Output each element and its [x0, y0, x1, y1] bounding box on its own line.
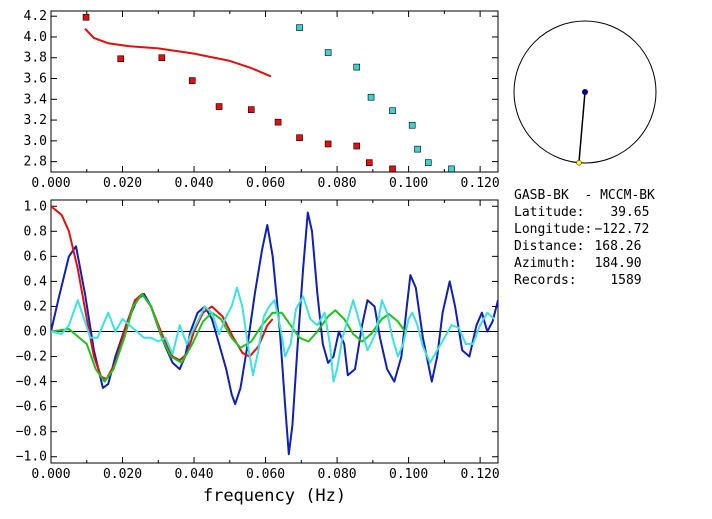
y-tick-label: −0.6 — [16, 400, 47, 415]
x-tick-label: 0.020 — [103, 176, 142, 191]
x-tick-label: 0.040 — [174, 176, 213, 191]
series-line — [51, 211, 498, 456]
dispersion-chart: 0.000 0.020 0.040 0.060 0.080 0.100 0.120 2.8 3.… — [24, 9, 500, 191]
station-pair: GASB-BK - MCCM-BK — [514, 188, 655, 203]
records-label: Records: — [514, 273, 577, 288]
data-point — [324, 49, 332, 56]
y-tick-label: −0.2 — [16, 350, 47, 365]
x-tick-label: 0.080 — [318, 467, 357, 482]
distance-label: Distance: — [514, 239, 585, 254]
y-tick-label: 3.4 — [24, 92, 48, 107]
latitude-label: Latitude: — [514, 205, 585, 220]
y-tick-label: 4.2 — [24, 9, 47, 24]
x-tick-label: 0.000 — [31, 176, 70, 191]
y-tick-label: 3.0 — [24, 134, 47, 149]
y-tick-label: −1.0 — [16, 450, 47, 465]
y-tick-label: 2.8 — [24, 155, 47, 170]
data-point — [408, 121, 416, 129]
info-panel: GASB-BK - MCCM-BK Latitude: 39.65 Longitude… — [514, 187, 655, 289]
azimuth-label: Azimuth: — [514, 256, 577, 271]
data-point — [158, 54, 166, 62]
x-tick-label: 0.080 — [318, 176, 357, 191]
map-circle — [513, 20, 657, 164]
azimuth-value: 184.90 — [594, 256, 642, 271]
series-line — [51, 286, 496, 383]
azimuth-row: Azimuth: 184.90 — [514, 255, 655, 272]
data-point — [365, 159, 373, 166]
series-line — [84, 28, 272, 78]
latitude-value: 39.65 — [610, 205, 650, 220]
data-point — [296, 134, 303, 142]
data-point — [414, 145, 421, 153]
y-tick-label: 3.8 — [24, 51, 47, 66]
records-row: Records: 1589 — [514, 272, 655, 289]
data-point — [117, 55, 125, 63]
y-tick-label: −0.4 — [16, 375, 47, 390]
x-tick-label: 0.100 — [389, 467, 428, 482]
y-tick-label: −0.8 — [16, 425, 47, 440]
x-tick-label: 0.020 — [103, 467, 142, 482]
distance-row: Distance: 168.26 — [514, 238, 655, 255]
data-point — [215, 103, 223, 110]
series-group — [82, 13, 455, 172]
series-line — [51, 292, 406, 383]
data-point — [389, 165, 396, 172]
x-axis-label: frequency (Hz) — [203, 486, 346, 506]
data-point — [188, 77, 196, 84]
x-tick-label: 0.060 — [246, 176, 285, 191]
data-point — [353, 63, 361, 71]
series-group — [51, 205, 498, 456]
correlation-chart: 0.000 0.020 0.040 0.060 0.080 0.100 0.120 1.0 0.… — [16, 199, 500, 506]
x-tick-label: 0.060 — [246, 467, 285, 482]
data-point — [367, 93, 375, 101]
plot-frame — [50, 10, 499, 173]
y-tick-label: 0.6 — [24, 249, 47, 264]
y-tick-label: 0.4 — [24, 274, 48, 289]
azimuth-line — [578, 91, 586, 163]
data-point — [82, 13, 90, 21]
data-point — [448, 165, 455, 172]
y-tick-label: 0.8 — [24, 224, 47, 239]
data-point — [247, 106, 255, 113]
latitude-row: Latitude: 39.65 — [514, 204, 655, 221]
records-value: 1589 — [610, 273, 642, 288]
distance-value: 168.26 — [594, 239, 642, 254]
y-tick-label: 3.2 — [24, 113, 47, 128]
y-tick-label: 1.0 — [24, 199, 47, 214]
station-dot — [576, 159, 582, 166]
y-tick-label: 0.0 — [24, 325, 47, 340]
longitude-row: Longitude: −122.72 — [514, 221, 655, 238]
data-point — [296, 24, 303, 31]
center-station-dot — [582, 89, 588, 95]
data-point — [274, 118, 282, 126]
x-tick-label: 0.040 — [174, 467, 213, 482]
y-tick-label: 4.0 — [24, 30, 47, 45]
x-tick-label: 0.120 — [461, 176, 500, 191]
data-point — [324, 140, 332, 148]
y-tick-label: 0.2 — [24, 299, 47, 314]
x-tick-label: 0.000 — [31, 467, 70, 482]
x-tick-label: 0.120 — [461, 467, 500, 482]
longitude-label: Longitude: — [514, 222, 593, 237]
data-point — [424, 159, 432, 166]
azimuth-map — [513, 20, 657, 166]
y-tick-label: 3.6 — [24, 72, 47, 87]
x-tick-label: 0.100 — [389, 176, 428, 191]
longitude-value: −122.72 — [594, 222, 650, 237]
data-point — [389, 107, 396, 115]
data-point — [353, 142, 361, 150]
